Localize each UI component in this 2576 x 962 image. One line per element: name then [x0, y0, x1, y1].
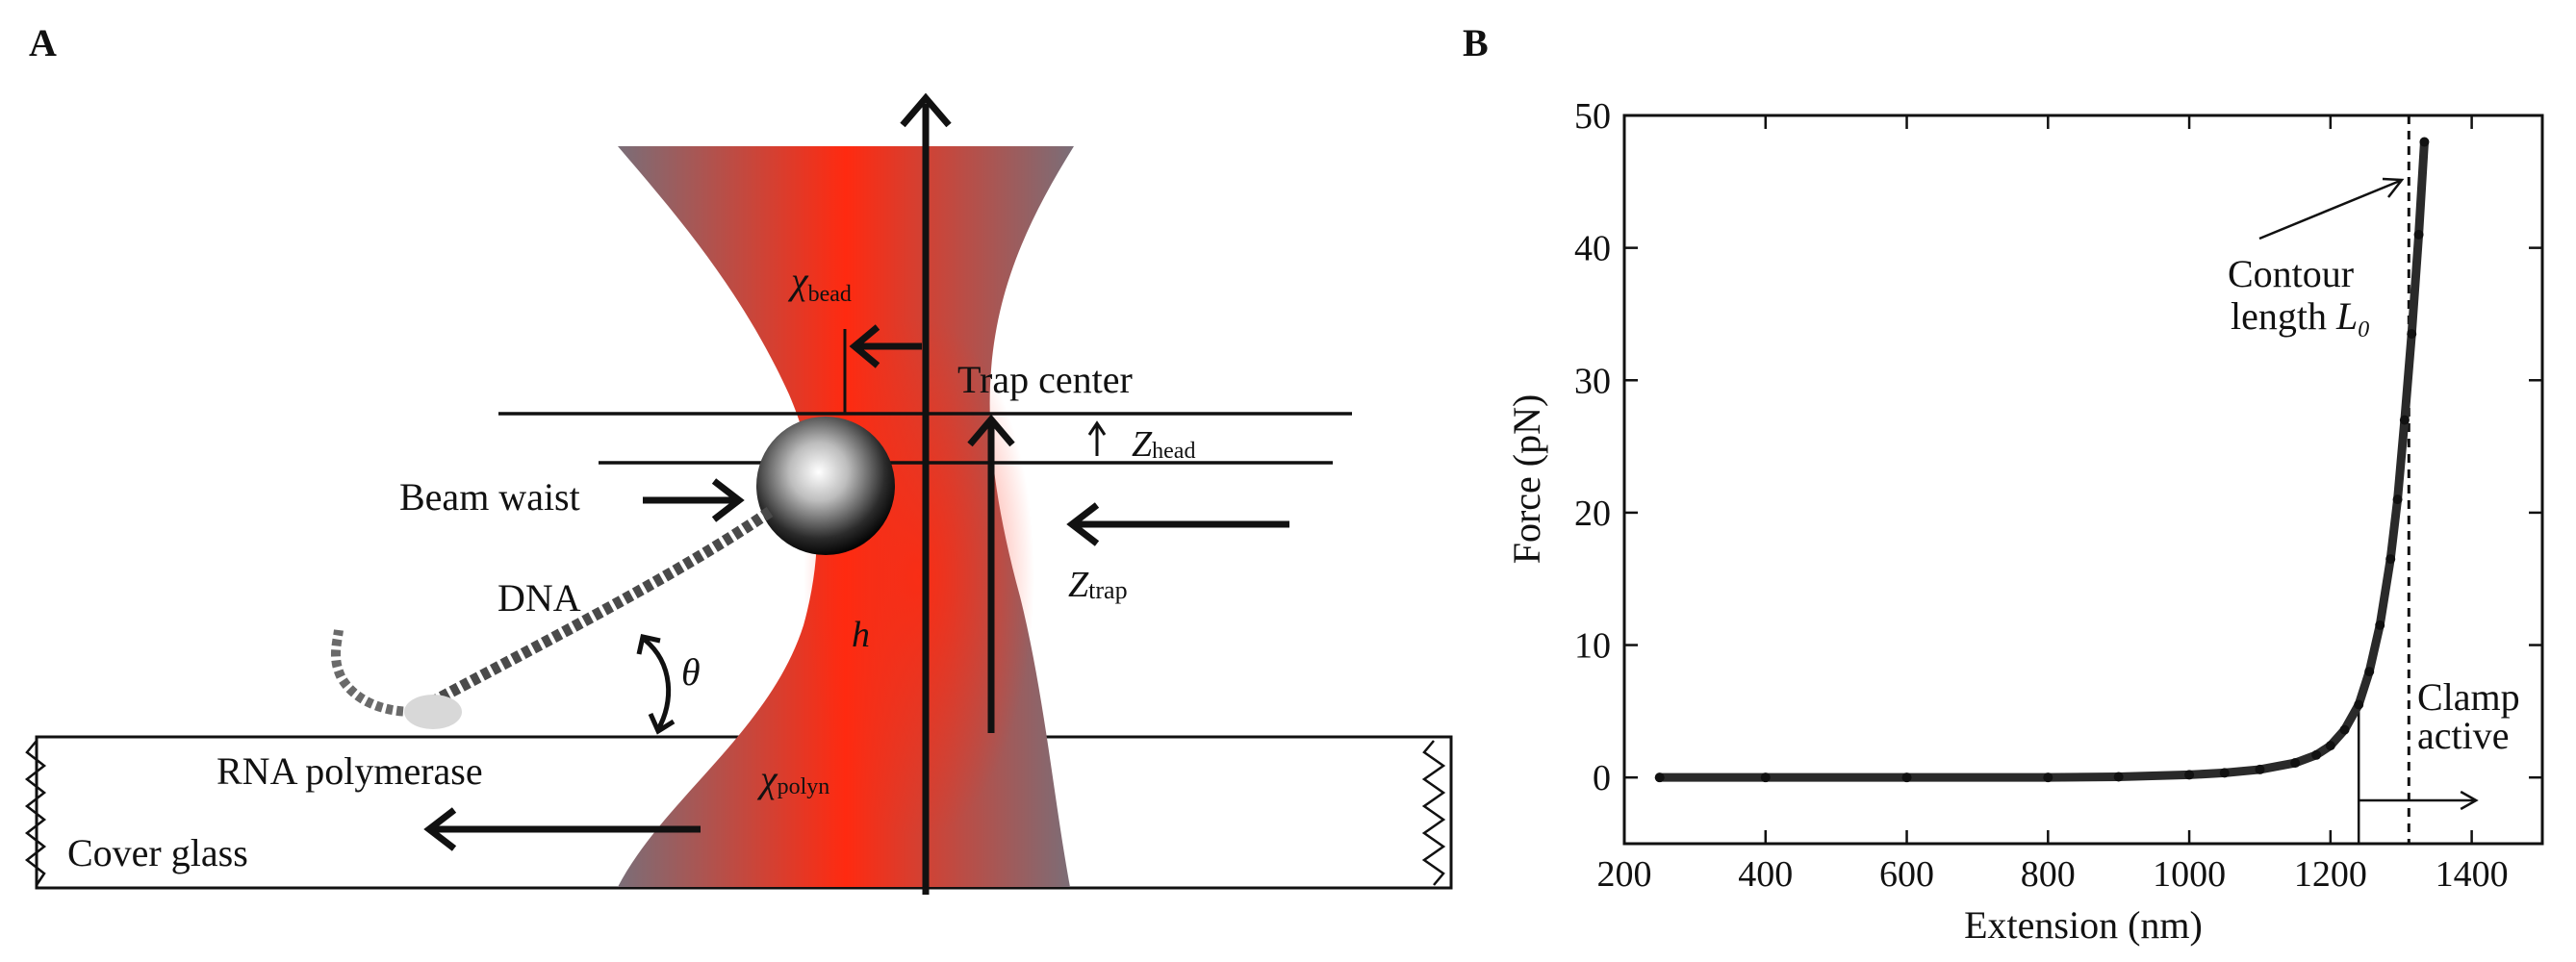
x-tick-label: 400: [1738, 854, 1793, 895]
clamp-annotation-line2: active: [2417, 714, 2510, 757]
theta-arrowhead-top: [636, 634, 661, 655]
h-label: h: [852, 615, 870, 655]
data-point: [2219, 768, 2230, 778]
x-tick-label: 1000: [2153, 854, 2226, 895]
theta-arrowhead-bottom: [648, 712, 676, 735]
data-point: [2399, 415, 2410, 425]
y-tick-label: 10: [1574, 626, 1611, 667]
data-point: [2364, 667, 2375, 677]
y-tick-label: 30: [1574, 361, 1611, 401]
cover-glass-label: Cover glass: [67, 831, 248, 874]
contour-annotation-line2: length L0: [2231, 294, 2369, 342]
y-axis-ticks: 0 10 20 30 40 50: [1574, 96, 2542, 798]
plot-frame: [1622, 114, 2544, 846]
contour-pointer-arrowhead: [2382, 177, 2405, 198]
data-point: [2290, 758, 2301, 769]
y-tick-label: 50: [1574, 96, 1611, 137]
trapped-bead: [756, 417, 895, 555]
clamp-annotation-line1: Clamp: [2417, 675, 2520, 719]
series-line: [1655, 138, 2429, 782]
data-point: [1901, 772, 1912, 783]
y-axis-label: Force (pN): [1505, 394, 1548, 565]
y-tick-label: 0: [1593, 758, 1611, 798]
data-point: [2043, 772, 2053, 783]
z-head-label: Zhead: [1132, 424, 1195, 465]
data-point: [2392, 494, 2403, 505]
data-point: [2325, 741, 2335, 751]
theta-label: θ: [681, 650, 701, 694]
dna-strand: [411, 507, 774, 718]
data-point: [2385, 554, 2396, 565]
cover-glass-left-zigzag: [24, 740, 47, 886]
x-axis-label: Extension (nm): [1964, 903, 2203, 947]
x-tick-label: 800: [2021, 854, 2076, 895]
data-point: [2354, 699, 2364, 710]
rna-polymerase-label: RNA polymerase: [217, 749, 483, 793]
clamp-active-arrowhead: [2460, 790, 2479, 811]
z-trap-arrowhead: [1066, 502, 1100, 546]
optical-axis-arrowhead: [900, 92, 952, 128]
beam-waist-arrowhead: [711, 478, 745, 522]
theta-arc: [643, 638, 672, 731]
z-head-arrowhead: [1087, 420, 1107, 436]
force-extension-series: [1654, 137, 2430, 783]
x-tick-label: 200: [1597, 854, 1652, 895]
panel-a: A χbead Trap center Zhead: [24, 21, 1453, 895]
panel-a-letter: A: [29, 21, 57, 64]
z-trap-label: Ztrap: [1068, 565, 1128, 605]
data-point: [2113, 772, 2124, 782]
data-point: [2375, 620, 2385, 630]
x-tick-label: 1200: [2294, 854, 2367, 895]
chi-bead-arrowhead: [849, 324, 880, 368]
x-axis-ticks: 200 400 600 800 1000 1200 1400: [1597, 115, 2509, 895]
beam-waist-label: Beam waist: [399, 475, 580, 519]
data-point: [2339, 724, 2350, 735]
dna-strand-tail: [331, 629, 415, 717]
chi-polyn-label: χpolyn: [756, 757, 829, 800]
data-point: [2255, 764, 2265, 774]
y-tick-label: 40: [1574, 229, 1611, 269]
x-tick-label: 1400: [2436, 854, 2509, 895]
h-arrowhead: [967, 414, 1015, 447]
contour-annotation-line1: Contour: [2228, 252, 2354, 295]
data-point: [1654, 772, 1665, 783]
data-point: [2419, 137, 2430, 147]
data-point: [2413, 229, 2424, 240]
rna-polymerase-blob: [404, 695, 462, 729]
chi-bead-label: χbead: [787, 259, 852, 307]
data-point: [2184, 770, 2195, 780]
chi-polyn-arrowhead: [423, 807, 457, 851]
cover-glass-right-zigzag: [1421, 740, 1446, 886]
panel-b: B 200 400 600 800 1000 1200 1400 0 10 20 30 40 50 E…: [1463, 21, 2544, 947]
contour-pointer-arrow: [2258, 179, 2401, 240]
panel-b-letter: B: [1463, 21, 1489, 64]
trap-center-label: Trap center: [957, 358, 1133, 401]
x-tick-label: 600: [1879, 854, 1934, 895]
dna-label: DNA: [497, 576, 581, 620]
y-tick-label: 20: [1574, 494, 1611, 534]
data-point: [1760, 772, 1771, 783]
data-point: [2407, 329, 2417, 340]
data-point: [2311, 749, 2322, 760]
